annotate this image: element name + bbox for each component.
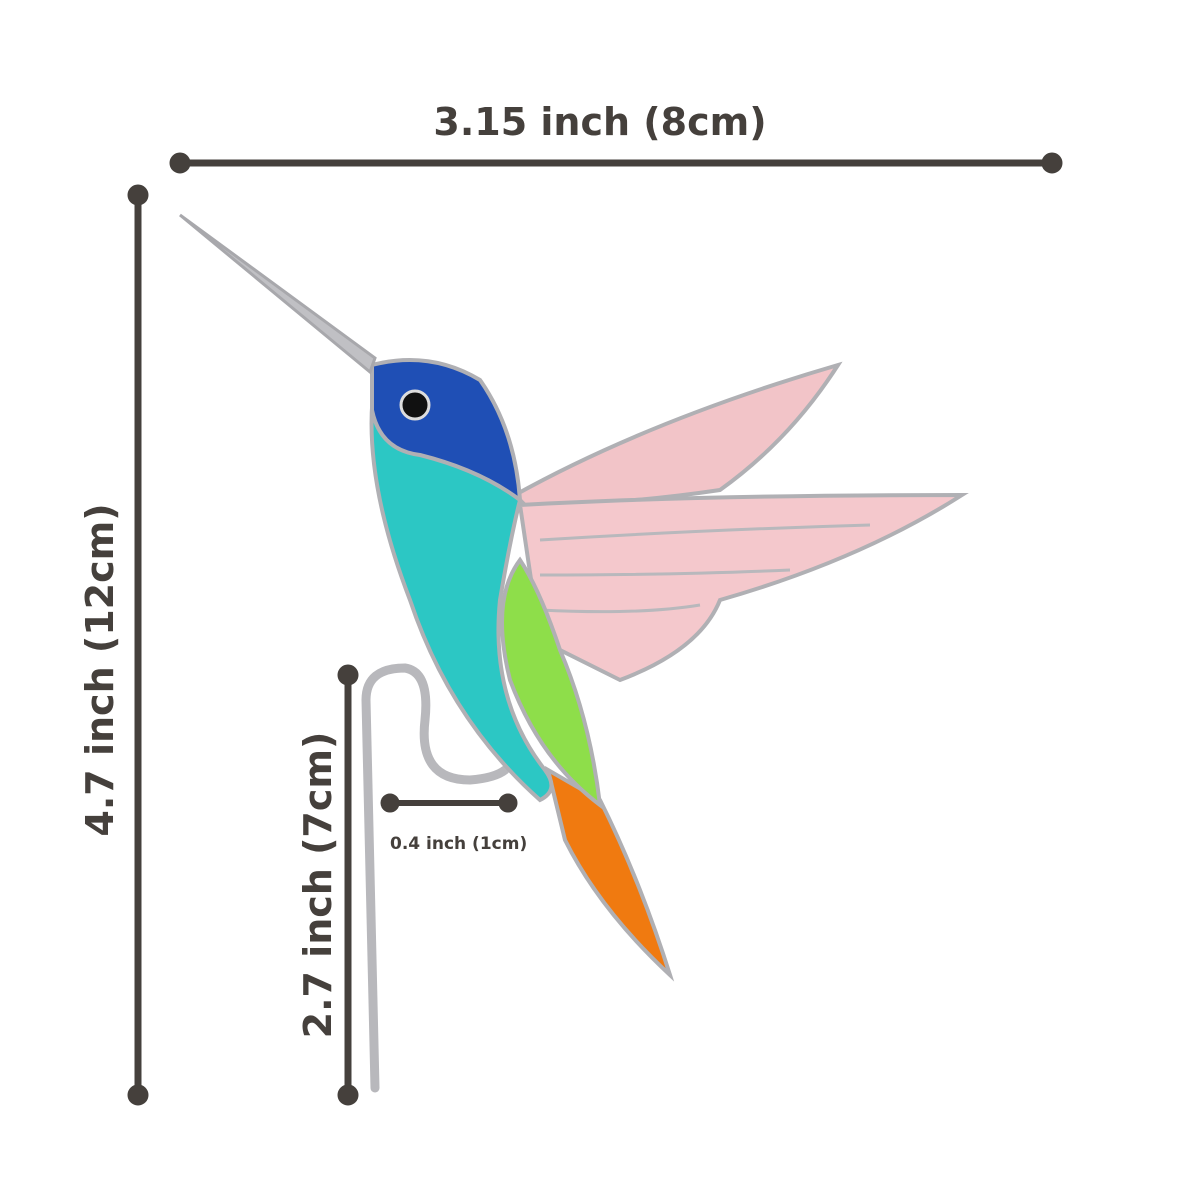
upper-wing [511,361,843,508]
width-label: 3.15 inch (8cm) [433,100,767,144]
stake-length-label: 2.7 inch (7cm) [296,731,340,1039]
height-label: 4.7 inch (12cm) [78,503,122,837]
green-side [500,556,603,810]
perch-width-label: 0.4 inch (1cm) [390,834,528,854]
main-wing [517,492,969,683]
dimension-lines [127,152,1063,1106]
tail [544,765,675,982]
eye [399,389,431,421]
metal-stake [361,663,510,1093]
beak [179,213,377,375]
